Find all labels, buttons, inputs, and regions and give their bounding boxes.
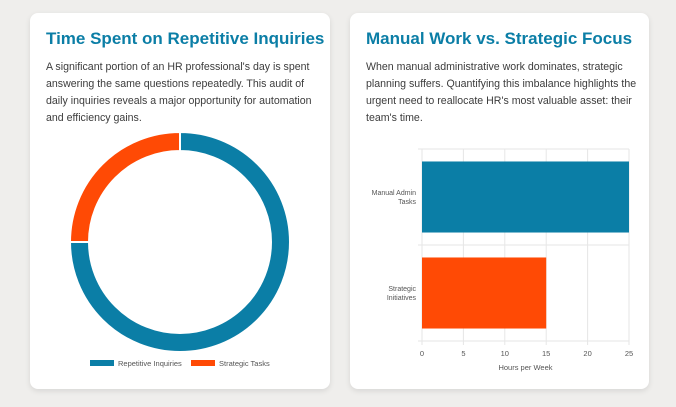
legend-label: Strategic Tasks xyxy=(219,359,270,368)
x-tick-label: 20 xyxy=(583,349,591,358)
card-title: Manual Work vs. Strategic Focus xyxy=(366,29,633,48)
card-title: Time Spent on Repetitive Inquiries xyxy=(46,29,325,48)
bar-chart: Manual Admin Tasks Strategic Initiatives 0 5 1… xyxy=(372,148,633,372)
card-description: A significant portion of an HR professio… xyxy=(46,61,312,124)
legend-swatch xyxy=(90,360,114,366)
bar xyxy=(422,161,629,233)
manual-vs-strategic-card: Manual Work vs. Strategic Focus When man… xyxy=(350,13,649,389)
doughnut-slice xyxy=(68,130,291,353)
inquiries-card: Time Spent on Repetitive Inquiries A sig… xyxy=(30,13,330,389)
x-tick-label: 25 xyxy=(625,349,633,358)
category-label: Manual Admin Tasks xyxy=(372,190,417,206)
doughnut-slice xyxy=(68,130,181,243)
x-tick-label: 10 xyxy=(501,349,509,358)
x-tick-label: 0 xyxy=(420,349,424,358)
bar xyxy=(422,257,547,329)
card-description: When manual administrative work dominate… xyxy=(366,61,637,124)
doughnut-chart: Repetitive Inquiries Strategic Tasks xyxy=(68,130,291,368)
x-tick-label: 5 xyxy=(461,349,465,358)
legend-swatch xyxy=(191,360,215,366)
x-axis-title: Hours per Week xyxy=(498,363,552,372)
x-tick-label: 15 xyxy=(542,349,550,358)
category-label: Strategic Initiatives xyxy=(387,286,417,302)
legend-label: Repetitive Inquiries xyxy=(118,359,182,368)
